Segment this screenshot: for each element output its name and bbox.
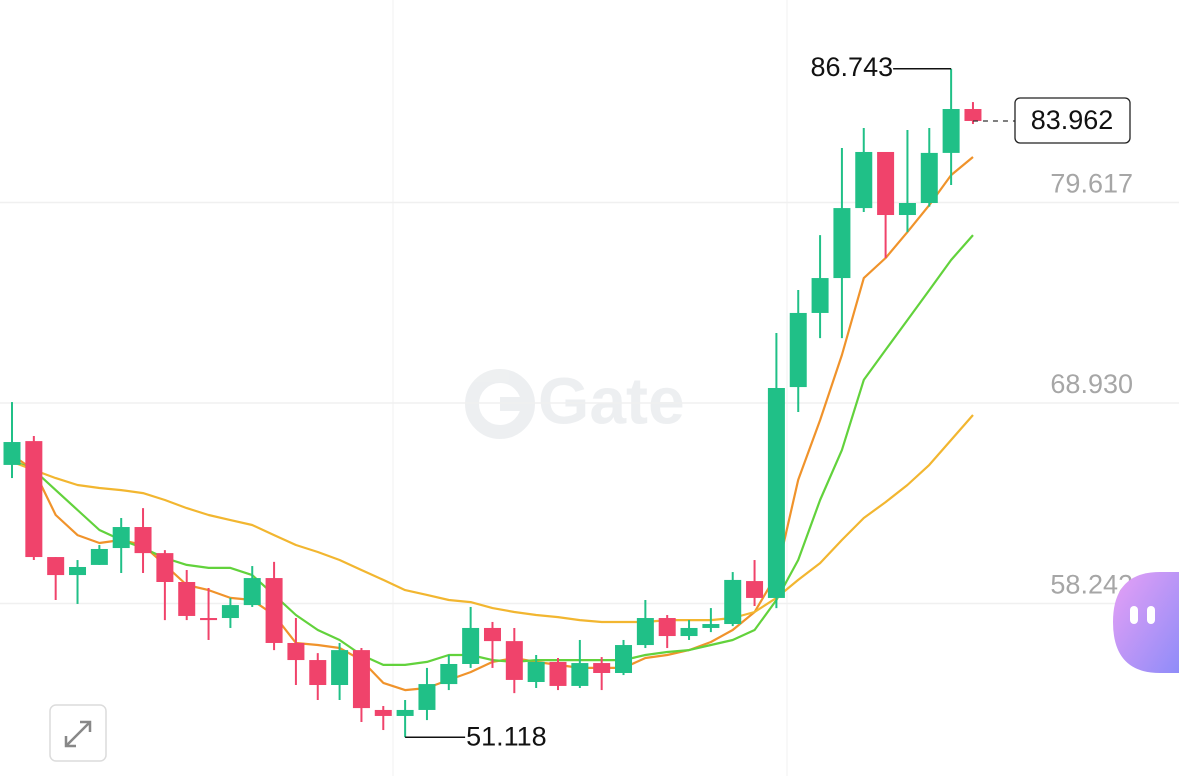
last-price-label: 83.962 (1031, 105, 1114, 135)
candle-body (767, 388, 785, 598)
watermark-logo (500, 397, 530, 411)
ma-line (11, 156, 974, 692)
expand-button[interactable] (49, 704, 107, 762)
candle-body (309, 660, 327, 686)
assistant-bubble[interactable] (1113, 572, 1179, 673)
candle-body (331, 650, 349, 686)
candle-body (920, 152, 938, 204)
candle-body (112, 527, 130, 549)
y-tick-label: 68.930 (1050, 369, 1133, 399)
y-tick-label: 79.617 (1050, 169, 1133, 199)
candle-body (47, 557, 65, 576)
candle-body (942, 109, 960, 153)
candle-body (200, 618, 218, 621)
candle-body (265, 578, 283, 643)
assistant-eye[interactable] (1130, 606, 1138, 624)
candle-body (25, 441, 43, 558)
candle-body (374, 709, 392, 716)
candle-body (90, 548, 108, 565)
candle-body (440, 663, 458, 685)
candle-body (178, 582, 196, 616)
candle-body (527, 661, 545, 683)
candle-body (418, 684, 436, 710)
candle-body (396, 709, 414, 716)
candle-body (287, 642, 305, 661)
candle-body (833, 208, 851, 279)
candle-body (156, 553, 174, 582)
candle-body (593, 663, 611, 673)
candle-body (571, 663, 589, 686)
candle-body (134, 527, 152, 554)
ma-line (11, 414, 974, 624)
expand-icon[interactable] (64, 720, 92, 748)
candle-body (680, 627, 698, 637)
candle-body (221, 605, 239, 619)
candle-body (243, 578, 261, 606)
candle-body (746, 581, 764, 598)
candle-body (462, 627, 480, 664)
last-price-box (1014, 97, 1131, 144)
candle-body (877, 151, 895, 216)
candle-body (789, 312, 807, 388)
candle-body (724, 579, 742, 625)
candle-body (855, 151, 873, 209)
ma-line (11, 234, 974, 666)
candle-body (615, 645, 633, 673)
candle-body (505, 641, 523, 680)
candle-body (549, 661, 567, 686)
watermark: Gate (465, 363, 685, 439)
low-label: 51.118 (466, 721, 547, 751)
high-label: 86.743 (811, 52, 894, 82)
candle-body (964, 109, 982, 121)
watermark-text: Gate (538, 363, 685, 437)
assistant-eye[interactable] (1147, 606, 1155, 624)
candle-body (658, 618, 676, 637)
candle-body (702, 624, 720, 628)
candle-body (352, 650, 370, 709)
assistant-bubble-bg[interactable] (1113, 572, 1179, 673)
candle-body (69, 566, 87, 576)
candle-body (3, 442, 21, 465)
candle-body (898, 203, 916, 216)
candle-body (811, 278, 829, 313)
candle-body (483, 627, 501, 642)
candle-body (636, 618, 654, 646)
